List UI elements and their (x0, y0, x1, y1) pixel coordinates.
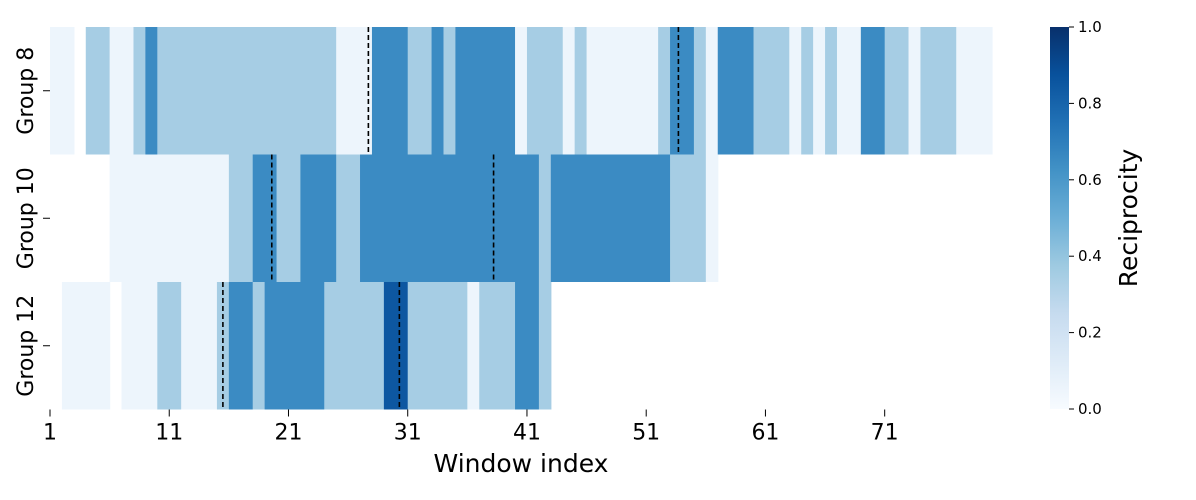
dashed-markers (222, 27, 680, 410)
heatmap-cell (515, 282, 540, 410)
x-tick-label: 1 (43, 421, 57, 446)
colorbar-tick-label: 0.4 (1078, 247, 1102, 265)
heatmap-cell (705, 154, 719, 282)
colorbar-label: Reciprocity (1114, 149, 1143, 288)
colorbar-tick-label: 0.8 (1078, 94, 1102, 112)
heatmap-cell (360, 154, 540, 282)
heatmap-cell (336, 27, 373, 155)
heatmap-cell (264, 282, 325, 410)
heatmap-cell (300, 154, 337, 282)
heatmap-cell (586, 27, 659, 155)
y-tick-label: Group 12 (14, 295, 39, 397)
heatmap-cell (479, 282, 516, 410)
heatmap-cell (705, 27, 719, 155)
heatmap-cell (109, 154, 230, 282)
heatmap-cell (658, 27, 671, 155)
heatmap-cell (50, 27, 75, 155)
heatmap-cell (228, 282, 254, 410)
y-tick-label: Group 8 (14, 47, 39, 135)
heatmap-cell (276, 154, 302, 282)
heatmap-cell (526, 27, 564, 155)
x-tick-label: 31 (394, 421, 422, 446)
heatmap-cell (920, 27, 957, 155)
colorbar-ticks: 0.0 0.2 0.4 0.6 0.8 1.0 (1069, 18, 1102, 418)
heatmap-cell (562, 27, 576, 155)
heatmap-cell (157, 27, 337, 155)
heatmap-cell (753, 27, 790, 155)
heatmap-cell (670, 27, 695, 155)
heatmap-cell (670, 154, 707, 282)
colorbar-tick-label: 0.0 (1078, 400, 1102, 418)
heatmap-cell (836, 27, 862, 155)
heatmap-cell (693, 27, 707, 155)
heatmap-cell (574, 27, 588, 155)
heatmap-cell (336, 154, 361, 282)
x-tick-label: 61 (751, 421, 779, 446)
heatmap-cell (825, 27, 838, 155)
heatmap-cell (121, 282, 158, 410)
heatmap-cell (538, 282, 552, 410)
heatmap-cell (908, 27, 922, 155)
heatmap-cell (515, 27, 528, 155)
heatmap-cell (228, 154, 254, 282)
heatmap-cell (145, 27, 158, 155)
heatmap-cell (133, 27, 146, 155)
x-tick-label: 41 (513, 421, 541, 446)
heatmap-cell (407, 282, 468, 410)
heatmap-cell (324, 282, 385, 410)
heatmap-cell (455, 27, 516, 155)
heatmap-cell (860, 27, 886, 155)
colorbar-tick-label: 1.0 (1078, 18, 1102, 36)
heatmap-cell (109, 27, 135, 155)
colorbar-tick-label: 0.6 (1078, 171, 1102, 189)
y-axis: Group 8 Group 10 Group 12 (14, 47, 50, 397)
heatmap-cell (956, 27, 993, 155)
heatmap-cell (789, 27, 802, 155)
heatmap-cell (157, 282, 182, 410)
heatmap-cell (467, 282, 480, 410)
heatmap-cell (550, 154, 671, 282)
colorbar (1050, 27, 1069, 409)
y-tick-label: Group 10 (14, 167, 39, 269)
x-tick-label: 11 (155, 421, 183, 446)
heatmap-cell (252, 154, 278, 282)
x-tick-label: 71 (871, 421, 899, 446)
heatmap-cell (181, 282, 218, 410)
colorbar-tick-label: 0.2 (1078, 324, 1102, 342)
x-tick-label: 51 (632, 421, 660, 446)
heatmap-cell (813, 27, 826, 155)
heatmap-cell (252, 282, 266, 410)
heatmap-cells (50, 27, 993, 410)
heatmap-cell (383, 282, 409, 410)
x-axis-label: Window index (434, 449, 609, 478)
heatmap-cell (538, 154, 552, 282)
heatmap-cell (371, 27, 409, 155)
heatmap-cell (85, 27, 111, 155)
heatmap-cell (216, 282, 230, 410)
heatmap-cell (407, 27, 433, 155)
heatmap-cell (431, 27, 445, 155)
x-axis: 1 11 21 31 41 51 61 71 (43, 409, 899, 446)
x-tick-label: 21 (274, 421, 302, 446)
heatmap-cell (717, 27, 755, 155)
heatmap-cell (884, 27, 910, 155)
heatmap-cell (443, 27, 457, 155)
heatmap-cell (61, 282, 111, 410)
heatmap-cell (801, 27, 814, 155)
